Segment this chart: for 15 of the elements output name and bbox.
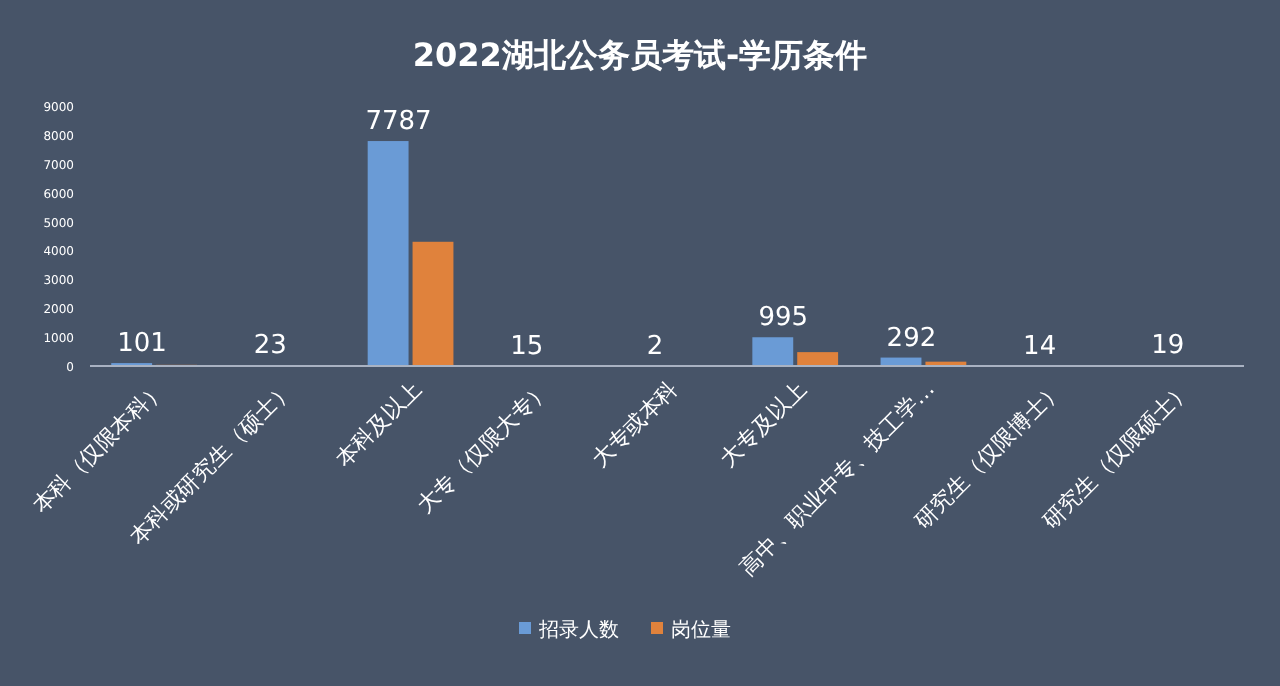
x-tick-label: 本科及以上 bbox=[330, 375, 427, 473]
data-label: 23 bbox=[253, 331, 287, 362]
data-label: 101 bbox=[117, 329, 167, 360]
chart-title: 2022湖北公务员考试-学历条件 bbox=[412, 36, 868, 74]
data-label: 15 bbox=[510, 331, 544, 362]
data-label: 292 bbox=[886, 323, 937, 354]
data-label: 995 bbox=[758, 303, 809, 334]
data-label: 2 bbox=[646, 331, 664, 362]
data-label: 7787 bbox=[365, 107, 432, 138]
x-tick-label: 大专及以上 bbox=[715, 375, 812, 473]
legend-label: 岗位量 bbox=[671, 618, 731, 642]
legend-label: 招录人数 bbox=[537, 618, 619, 642]
x-tick-label: 大专或本科 bbox=[587, 375, 684, 473]
data-label: 19 bbox=[1151, 331, 1185, 362]
data-label: 14 bbox=[1023, 331, 1057, 362]
